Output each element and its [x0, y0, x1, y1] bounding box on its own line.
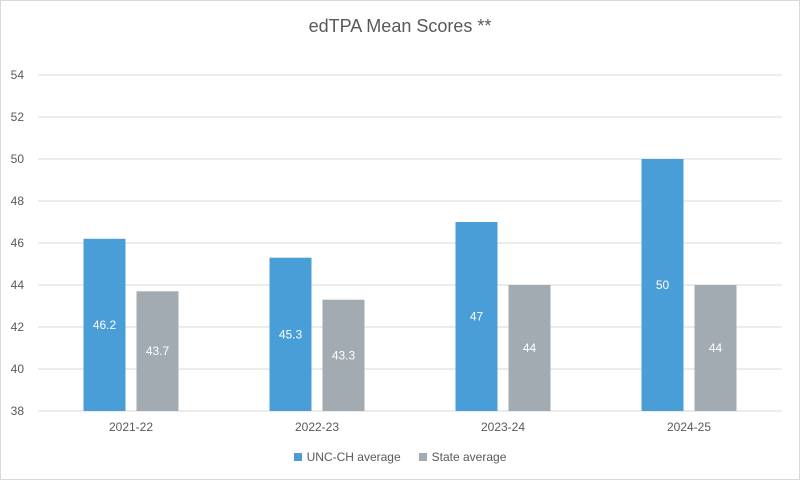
legend-item-unc: UNC-CH average: [293, 450, 401, 464]
data-label-state-2022-23: 43.3: [332, 348, 356, 362]
x-category-label: 2024-25: [667, 420, 711, 434]
data-label-state-2024-25: 44: [709, 341, 723, 355]
y-tick-label: 48: [11, 194, 25, 208]
data-label-unc-2024-25: 50: [656, 278, 670, 292]
data-labels: 46.2 43.7 45.3 43.3 47 44 50 44: [93, 278, 723, 362]
legend-swatch-unc: [293, 453, 302, 461]
legend-swatch-state: [418, 453, 427, 461]
y-tick-label: 50: [11, 152, 25, 166]
legend-label-state: State average: [431, 450, 507, 464]
y-axis-ticks: 38 40 42 44 46 48 50 52 54: [11, 68, 25, 418]
bar-state-2024-25: [694, 285, 737, 411]
data-label-state-2021-22: 43.7: [146, 344, 170, 358]
bar-state-2021-22: [136, 291, 179, 411]
bar-state-2023-24: [508, 285, 551, 411]
y-tick-label: 40: [11, 362, 25, 376]
chart-title: edTPA Mean Scores **: [308, 16, 492, 36]
bars: [83, 159, 737, 411]
legend: UNC-CH average State average: [0, 450, 800, 464]
y-tick-label: 44: [11, 278, 25, 292]
legend-item-state: State average: [418, 450, 507, 464]
y-tick-label: 54: [11, 68, 25, 82]
x-axis-categories: 2021-22 2022-23 2023-24 2024-25: [109, 420, 711, 434]
bar-unc-2022-23: [269, 257, 312, 411]
bar-unc-2023-24: [455, 222, 498, 411]
bar-unc-2024-25: [641, 159, 684, 411]
x-category-label: 2023-24: [481, 420, 525, 434]
y-tick-label: 42: [11, 320, 25, 334]
data-label-state-2023-24: 44: [523, 341, 537, 355]
y-tick-label: 52: [11, 110, 25, 124]
data-label-unc-2022-23: 45.3: [279, 327, 303, 341]
bar-state-2022-23: [322, 299, 365, 411]
data-label-unc-2023-24: 47: [470, 310, 484, 324]
data-label-unc-2021-22: 46.2: [93, 318, 117, 332]
x-category-label: 2022-23: [295, 420, 339, 434]
y-tick-label: 46: [11, 236, 25, 250]
bar-unc-2021-22: [83, 238, 126, 411]
legend-label-unc: UNC-CH average: [306, 450, 401, 464]
x-category-label: 2021-22: [109, 420, 153, 434]
y-tick-label: 38: [11, 404, 25, 418]
